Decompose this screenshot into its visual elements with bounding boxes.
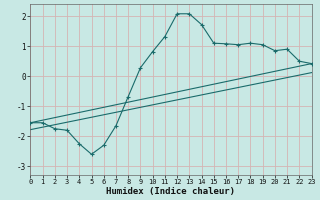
X-axis label: Humidex (Indice chaleur): Humidex (Indice chaleur) (107, 187, 236, 196)
